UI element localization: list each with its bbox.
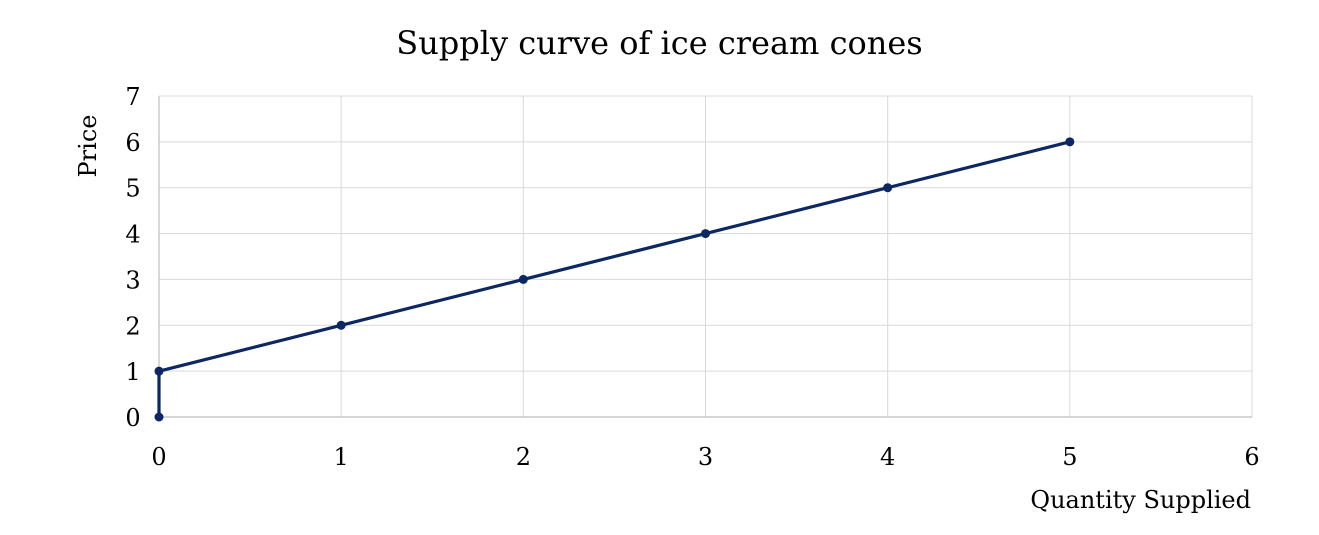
y-tick-label: 3 [125, 266, 140, 294]
data-point [1065, 137, 1075, 147]
data-point [154, 366, 164, 376]
y-tick-label: 0 [125, 404, 140, 432]
x-tick-label: 2 [516, 443, 531, 471]
x-tick-label: 1 [334, 443, 349, 471]
data-point [336, 320, 346, 330]
x-tick-label: 0 [151, 443, 166, 471]
y-tick-label: 1 [125, 358, 140, 386]
chart-title: Supply curve of ice cream cones [396, 24, 923, 62]
y-tick-label: 5 [125, 175, 140, 203]
x-tick-label: 3 [698, 443, 713, 471]
x-tick-label: 6 [1244, 443, 1259, 471]
data-point [154, 412, 164, 422]
x-axis-label: Quantity Supplied [1030, 486, 1251, 514]
x-tick-label: 4 [880, 443, 895, 471]
y-tick-label: 7 [125, 83, 140, 111]
x-tick-label: 5 [1062, 443, 1077, 471]
data-point [883, 183, 893, 193]
data-point [518, 274, 528, 284]
y-tick-label: 2 [125, 312, 140, 340]
y-tick-label: 4 [125, 221, 140, 249]
data-point [701, 229, 710, 239]
y-tick-label: 6 [125, 129, 140, 157]
